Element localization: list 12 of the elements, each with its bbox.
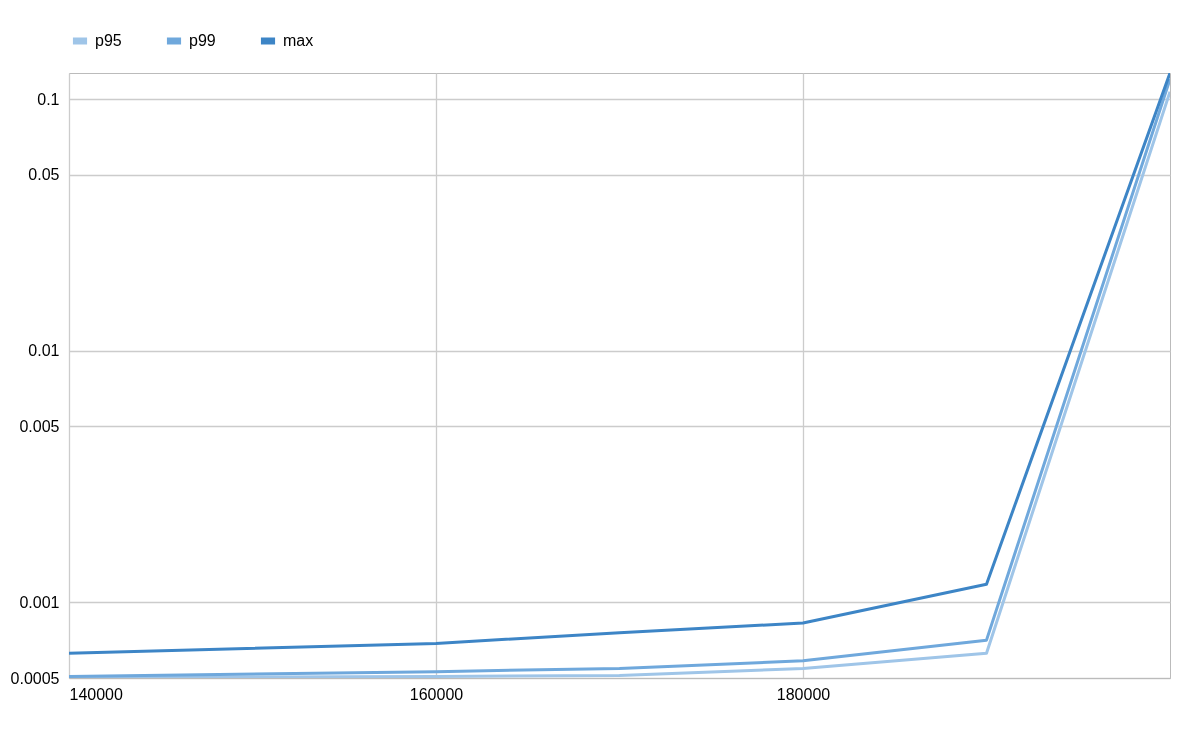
legend-label: max [283, 32, 314, 49]
legend-label: p95 [95, 32, 122, 49]
x-tick-label: 180000 [776, 685, 831, 703]
y-tick-label: 0.005 [19, 417, 60, 435]
x-tick-label: 140000 [69, 685, 123, 703]
legend-label: p99 [189, 32, 216, 49]
y-tick-label: 0.05 [28, 166, 60, 184]
y-tick-label: 0.1 [37, 90, 60, 108]
x-tick-label: 160000 [409, 685, 464, 703]
y-tick-label: 0.01 [28, 342, 60, 360]
y-tick-label: 0.0005 [10, 669, 60, 687]
y-tick-label: 0.001 [19, 593, 60, 611]
